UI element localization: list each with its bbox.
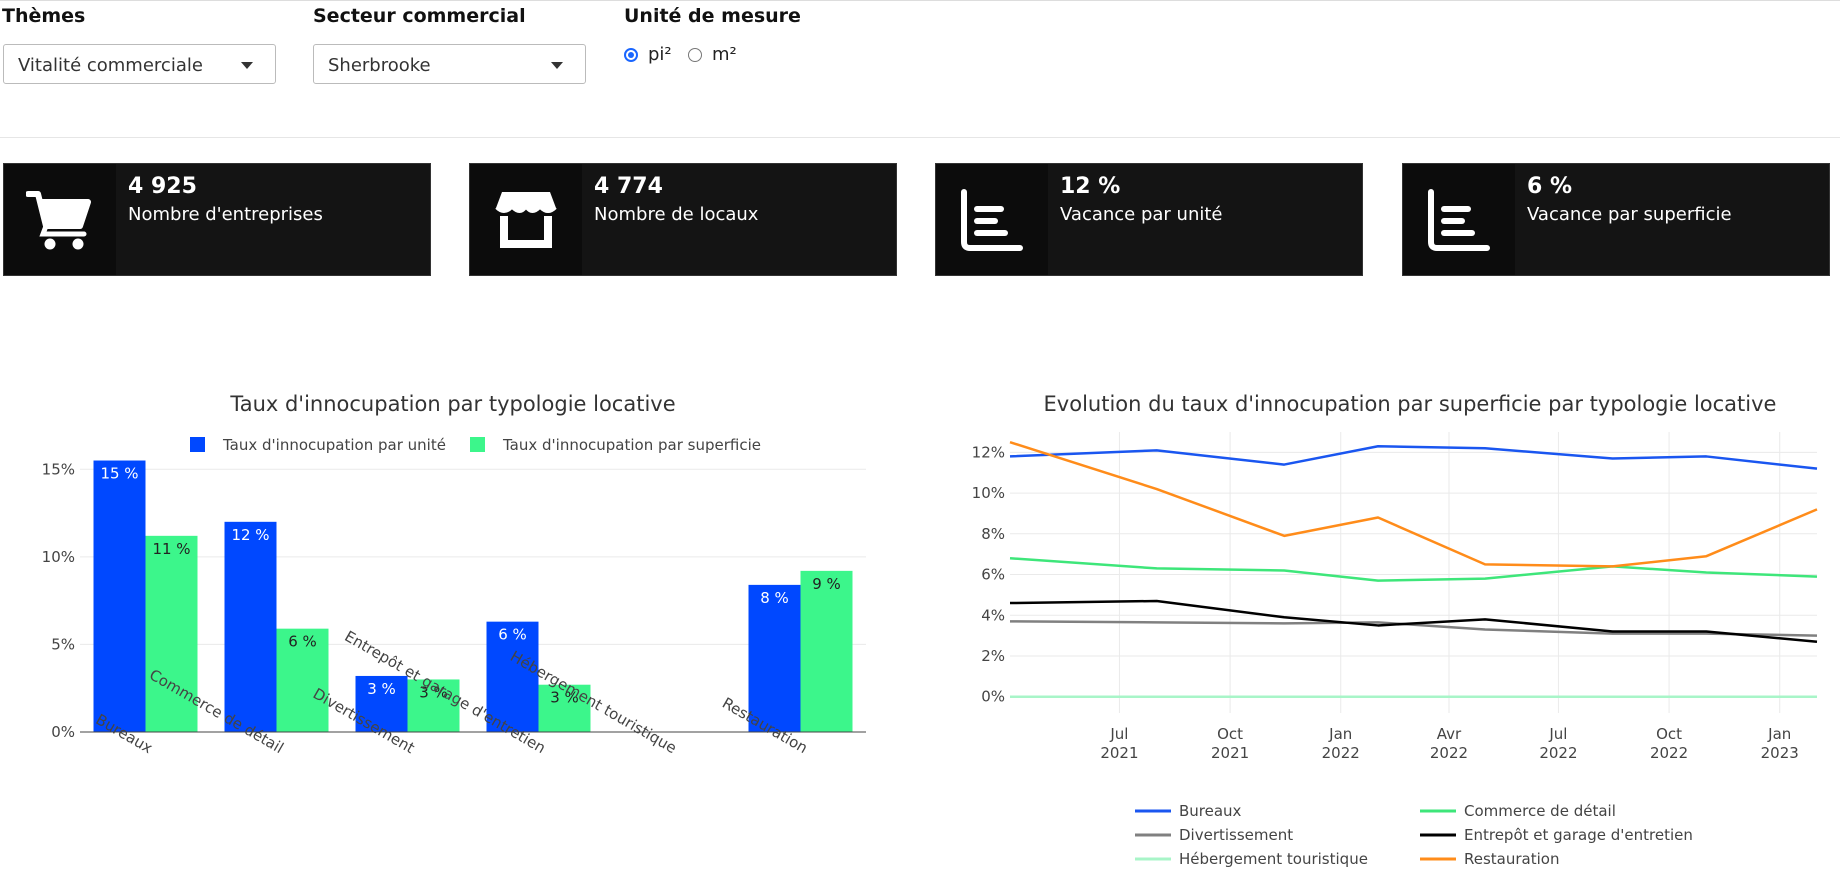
bar-chart: Taux d'innocupation par typologie locati… (42, 392, 866, 757)
data-label: 6 % (288, 633, 317, 651)
series-line (1009, 599, 1818, 643)
bar (276, 628, 329, 732)
y-tick-label: 0% (51, 723, 75, 741)
kpi-label: Nombre de locaux (594, 204, 759, 225)
y-tick-label: 5% (51, 635, 75, 653)
legend-label: Divertissement (1179, 826, 1293, 844)
legend-label: Commerce de détail (1464, 802, 1616, 820)
legend-label: Restauration (1464, 850, 1559, 868)
chart-title: Evolution du taux d'innocupation par sup… (1044, 392, 1777, 416)
series-line (1009, 440, 1818, 568)
kpi-label: Vacance par superficie (1527, 204, 1732, 225)
chart-title: Taux d'innocupation par typologie locati… (229, 392, 675, 416)
x-tick-label: Avr (1437, 725, 1462, 743)
sector-select[interactable]: Sherbrooke (313, 44, 586, 84)
x-tick-label: Jan (1328, 725, 1352, 743)
chevron-down-icon (551, 62, 563, 69)
y-tick-label: 4% (981, 606, 1005, 624)
data-label: 11 % (152, 540, 190, 558)
y-tick-label: 6% (981, 566, 1005, 584)
theme-select[interactable]: Vitalité commerciale (3, 44, 276, 84)
bar (355, 675, 408, 732)
bar (145, 535, 198, 732)
y-tick-label: 12% (972, 443, 1005, 461)
kpi-card-enterprises: 4 925 Nombre d'entreprises (3, 163, 431, 276)
x-tick-label: 2022 (1650, 744, 1688, 762)
kpi-label: Vacance par unité (1060, 204, 1223, 225)
theme-select-value: Vitalité commerciale (18, 55, 203, 76)
unit-radio-sqft[interactable] (624, 48, 638, 62)
sector-select-value: Sherbrooke (328, 55, 431, 76)
unit-label: Unité de mesure (624, 5, 801, 27)
unit-option-sqft[interactable]: pi² (648, 44, 672, 65)
kpi-card-premises: 4 774 Nombre de locaux (469, 163, 897, 276)
kpi-card-vacancy-area: 6 % Vacance par superficie (1402, 163, 1830, 276)
x-tick-label: 2022 (1539, 744, 1577, 762)
x-tick-label: Jul (1109, 725, 1128, 743)
bar-list-icon (961, 189, 1023, 251)
kpi-value: 4 925 (128, 174, 197, 199)
legend-label: Hébergement touristique (1179, 850, 1368, 868)
x-tick-label: 2021 (1100, 744, 1138, 762)
data-label: 3 % (419, 683, 448, 701)
x-tick-label: 2022 (1322, 744, 1360, 762)
x-tick-label: Jan (1767, 725, 1791, 743)
filter-bar: Thèmes Vitalité commerciale Secteur comm… (0, 0, 1840, 130)
series-line (1009, 556, 1818, 582)
series-line (1009, 620, 1818, 637)
bar (407, 679, 460, 732)
kpi-value: 6 % (1527, 174, 1573, 199)
legend-swatch (470, 437, 485, 452)
bar (800, 570, 853, 732)
top-border (0, 0, 1840, 1)
theme-label: Thèmes (2, 5, 86, 27)
y-tick-label: 2% (981, 647, 1005, 665)
data-label: 15 % (100, 465, 138, 483)
kpi-label: Nombre d'entreprises (128, 204, 323, 225)
y-tick-label: 15% (42, 460, 75, 478)
y-tick-label: 8% (981, 525, 1005, 543)
data-label: 8 % (760, 589, 789, 607)
x-tick-label: Oct (1217, 725, 1243, 743)
legend-swatch (190, 437, 205, 452)
legend-label: Taux d'innocupation par unité (222, 436, 446, 454)
legend-label: Bureaux (1179, 802, 1242, 820)
x-tick-label: 2021 (1211, 744, 1249, 762)
series-line (1009, 445, 1818, 470)
x-tick-label: 2022 (1430, 744, 1468, 762)
chevron-down-icon (241, 62, 253, 69)
store-icon (495, 192, 557, 248)
legend-label: Entrepôt et garage d'entretien (1464, 826, 1693, 844)
data-label: 3 % (367, 680, 396, 698)
y-tick-label: 10% (972, 484, 1005, 502)
x-tick-label: Oct (1656, 725, 1682, 743)
kpi-value: 12 % (1060, 174, 1121, 199)
line-chart: Evolution du taux d'innocupation par sup… (972, 392, 1818, 868)
bar (224, 521, 277, 732)
y-tick-label: 10% (42, 548, 75, 566)
kpi-value: 4 774 (594, 174, 663, 199)
unit-radio-sqm[interactable] (688, 48, 702, 62)
section-divider (0, 137, 1840, 138)
bar-list-icon (1428, 189, 1490, 251)
x-tick-label: 2023 (1761, 744, 1799, 762)
cart-icon (26, 191, 91, 250)
data-label: 3 % (550, 689, 579, 707)
bar (486, 621, 539, 732)
data-label: 6 % (498, 626, 527, 644)
bar (538, 684, 591, 732)
unit-option-sqm[interactable]: m² (712, 44, 737, 65)
legend-label: Taux d'innocupation par superficie (502, 436, 761, 454)
sector-label: Secteur commercial (313, 5, 526, 27)
kpi-card-vacancy-unit: 12 % Vacance par unité (935, 163, 1363, 276)
bar (748, 584, 801, 732)
bar (93, 460, 146, 732)
data-label: 9 % (812, 575, 841, 593)
data-label: 12 % (231, 526, 269, 544)
x-tick-label: Jul (1548, 725, 1567, 743)
y-tick-label: 0% (981, 688, 1005, 706)
